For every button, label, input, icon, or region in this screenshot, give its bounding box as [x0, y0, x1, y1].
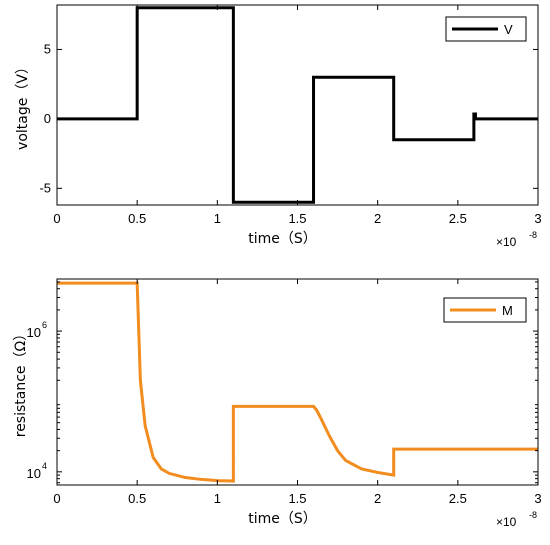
x-axis-multiplier-exponent: -8 — [529, 230, 537, 240]
y-tick-label-exponent: 6 — [42, 320, 47, 330]
series-line-V — [57, 6, 538, 204]
x-tick-label: 0 — [53, 491, 60, 506]
legend: M — [443, 297, 527, 323]
series-line-M — [57, 281, 538, 483]
y-axis-label: resistance（Ω） — [13, 327, 29, 438]
x-tick-label: 2 — [374, 211, 381, 226]
subplot-2: 0 0.5 1 1.5 2 2.5 310 410 6time（S）resistance（Ω）×… — [13, 278, 542, 529]
x-tick-label: 0.5 — [128, 211, 146, 226]
legend-label: M — [502, 303, 513, 318]
y-tick-label: 10 — [27, 325, 41, 340]
x-tick-label: 0 — [53, 211, 60, 226]
x-axis-label: time（S） — [248, 511, 317, 527]
y-tick-label: 0 — [44, 111, 51, 126]
x-tick-label: 3 — [534, 491, 541, 506]
x-tick-label: 1.5 — [288, 491, 306, 506]
y-axis-label: voltage（V） — [15, 60, 31, 150]
y-tick-label: 5 — [44, 41, 51, 56]
x-axis-multiplier-exponent: -8 — [529, 510, 537, 520]
x-tick-label: 1 — [214, 211, 221, 226]
y-tick-label: -5 — [39, 180, 51, 195]
legend-label: V — [504, 22, 513, 37]
legend: V — [445, 16, 527, 42]
x-tick-label: 2.5 — [449, 211, 467, 226]
x-tick-label: 2 — [374, 491, 381, 506]
x-axis-multiplier: ×10 — [496, 515, 517, 529]
x-tick-label: 1.5 — [288, 211, 306, 226]
x-axis-label: time（S） — [248, 231, 317, 247]
x-axis-multiplier: ×10 — [496, 235, 517, 249]
x-tick-label: 1 — [214, 491, 221, 506]
x-tick-label: 3 — [534, 211, 541, 226]
subplot-1: 0 0.5 1 1.5 2 2.5 3 -5 0 5 time（S） voltage（V） ×10 -8 V — [15, 4, 542, 249]
x-tick-label: 2.5 — [449, 491, 467, 506]
x-tick-label: 0.5 — [128, 491, 146, 506]
y-tick-label-exponent: 4 — [42, 461, 47, 471]
y-tick-label: 10 — [27, 466, 41, 481]
